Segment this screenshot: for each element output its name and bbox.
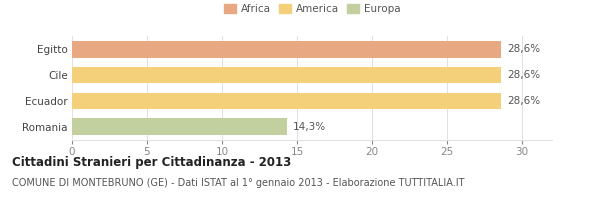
Bar xyxy=(72,93,501,109)
Text: Cittadini Stranieri per Cittadinanza - 2013: Cittadini Stranieri per Cittadinanza - 2… xyxy=(12,156,291,169)
Bar xyxy=(72,41,501,58)
Text: 14,3%: 14,3% xyxy=(293,122,326,132)
Legend: Africa, America, Europa: Africa, America, Europa xyxy=(222,2,402,16)
Text: COMUNE DI MONTEBRUNO (GE) - Dati ISTAT al 1° gennaio 2013 - Elaborazione TUTTITA: COMUNE DI MONTEBRUNO (GE) - Dati ISTAT a… xyxy=(12,178,464,188)
Text: 28,6%: 28,6% xyxy=(507,70,540,80)
Bar xyxy=(72,118,287,135)
Text: 28,6%: 28,6% xyxy=(507,44,540,54)
Bar xyxy=(72,67,501,83)
Text: 28,6%: 28,6% xyxy=(507,96,540,106)
